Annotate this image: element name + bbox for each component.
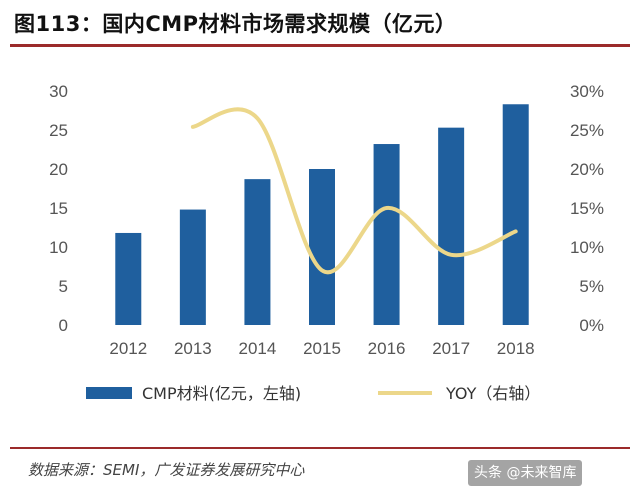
right-axis-ticks: 0% 5% 10% 15% 20% 25% 30%: [570, 82, 604, 335]
figure-title: 图113：国内CMP材料市场需求规模（亿元）: [14, 12, 457, 36]
title-rule: [10, 44, 630, 47]
right-tick-label: 20%: [570, 160, 604, 179]
left-tick-label: 20: [49, 160, 68, 179]
x-tick-label: 2017: [432, 339, 470, 358]
x-tick-label: 2013: [174, 339, 212, 358]
yoy-line: [190, 107, 518, 275]
bar-2015: [309, 169, 335, 325]
watermark: 头条 @未来智库: [468, 460, 583, 486]
left-tick-label: 25: [49, 121, 68, 140]
bar-2018: [502, 104, 529, 325]
x-tick-label: 2012: [109, 339, 147, 358]
bar-2013: [179, 209, 206, 325]
right-tick-label: 10%: [570, 238, 604, 257]
bar-2016: [373, 144, 400, 325]
left-tick-label: 0: [59, 316, 68, 335]
right-tick-label: 5%: [579, 277, 604, 296]
left-tick-label: 15: [49, 199, 68, 218]
legend-bar-swatch: [86, 387, 132, 399]
right-tick-label: 0%: [579, 316, 604, 335]
bar-2012: [115, 232, 142, 325]
x-tick-label: 2015: [303, 339, 341, 358]
x-tick-label: 2018: [497, 339, 535, 358]
legend: CMP材料(亿元，左轴) YOY（右轴）: [86, 384, 540, 403]
right-tick-label: 25%: [570, 121, 604, 140]
legend-bar-label: CMP材料(亿元，左轴): [142, 384, 301, 403]
x-tick-label: 2016: [368, 339, 406, 358]
left-tick-label: 10: [49, 238, 68, 257]
bar-series: [115, 104, 529, 325]
bar-2017: [438, 127, 465, 325]
left-tick-label: 5: [59, 277, 68, 296]
left-tick-label: 30: [49, 82, 68, 101]
bar-2014: [244, 179, 271, 325]
source-note: 数据来源：SEMI，广发证券发展研究中心: [28, 461, 305, 479]
x-axis-ticks: 2012 2013 2014 2015 2016 2017 2018: [109, 339, 534, 358]
left-axis-ticks: 0 5 10 15 20 25 30: [49, 82, 68, 335]
legend-line-label: YOY（右轴）: [445, 384, 540, 403]
x-tick-label: 2014: [239, 339, 277, 358]
bottom-rule: [10, 447, 630, 449]
right-tick-label: 15%: [570, 199, 604, 218]
right-tick-label: 30%: [570, 82, 604, 101]
